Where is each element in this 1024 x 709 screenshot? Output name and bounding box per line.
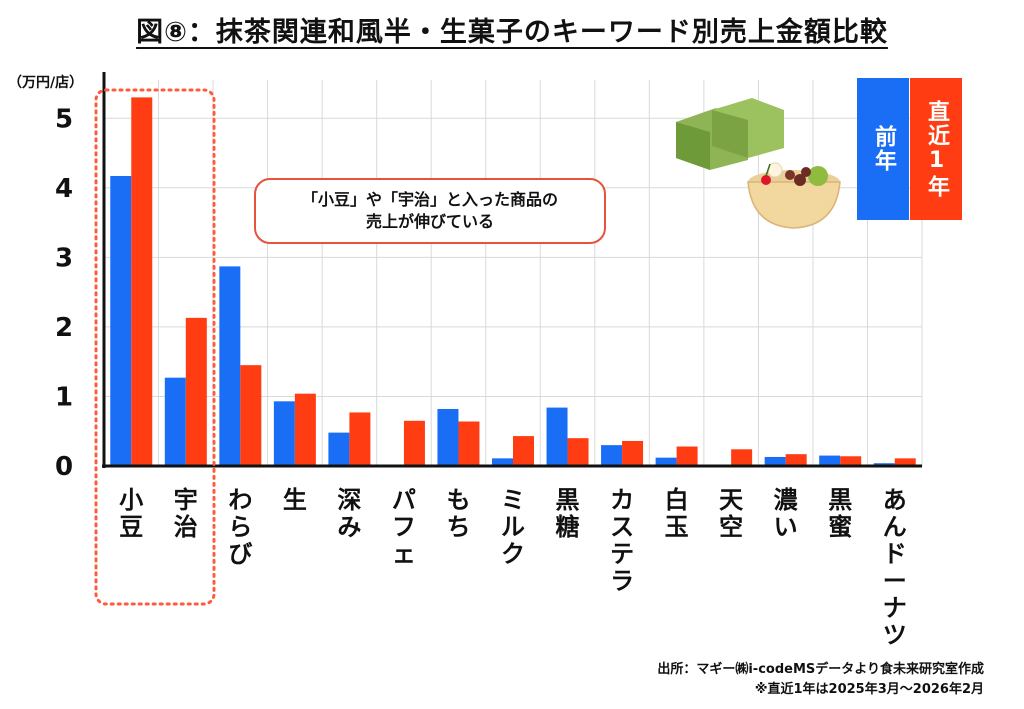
bar-prev-year — [655, 457, 677, 466]
legend-prev-year: 前年 — [857, 78, 909, 220]
red-bean — [794, 174, 806, 186]
chart-title: 図⑧：抹茶関連和風半・生菓子のキーワード別売上金額比較 — [136, 17, 888, 48]
y-axis-unit-label: （万円/店） — [8, 75, 84, 91]
highlight-box — [94, 88, 216, 606]
x-tick-label-char: わ — [228, 486, 252, 514]
x-tick-label-char: ミ — [501, 486, 525, 514]
bar-recent-year — [567, 438, 589, 466]
bar-recent-year — [676, 446, 698, 466]
y-tick-label: 5 — [55, 104, 73, 134]
x-tick-label-char: ル — [501, 513, 525, 541]
x-tick-label-char: ら — [228, 513, 252, 541]
bar-recent-year — [785, 454, 807, 466]
bar-recent-year — [294, 393, 316, 466]
x-tick-label-char: ん — [883, 513, 907, 541]
bar-prev-year — [273, 401, 295, 466]
x-tick-label-char: 黒 — [828, 486, 852, 514]
x-tick-label-char: 糖 — [556, 513, 580, 541]
bowl-body — [747, 181, 841, 229]
matcha-block-shape — [712, 110, 748, 158]
x-tick-label-char: 濃 — [774, 486, 799, 514]
x-tick-label-char: パ — [392, 486, 416, 514]
source-line-1: 出所：マギー㈱i-codeMSデータより食未来研究室作成 — [657, 662, 984, 677]
x-tick-label-char: 玉 — [665, 513, 689, 541]
x-tick-label-char: み — [337, 513, 361, 541]
bar-recent-year — [403, 420, 425, 466]
x-tick-label-char: 深 — [337, 486, 361, 514]
bar-recent-year — [240, 365, 262, 466]
callout-line-2: 売上が伸びている — [365, 212, 494, 231]
bar-prev-year — [601, 445, 623, 466]
source-line-2: ※直近1年は2025年3月～2026年2月 — [754, 682, 984, 697]
bar-recent-year — [349, 412, 371, 466]
x-tick-label-char: あ — [883, 486, 907, 514]
bar-prev-year — [110, 175, 132, 466]
x-tick-label-char: フ — [392, 513, 416, 541]
x-tick-label-char: い — [774, 513, 798, 541]
source-note: 出所：マギー㈱i-codeMSデータより食未来研究室作成 ※直近1年は2025年… — [657, 660, 984, 700]
x-tick-label-char: 黒 — [556, 486, 580, 514]
bar-prev-year — [164, 377, 186, 466]
y-tick-label: 1 — [55, 382, 73, 412]
y-tick-label: 2 — [55, 313, 73, 343]
y-tick-label: 0 — [55, 452, 73, 482]
cherry — [761, 175, 771, 185]
matcha-ball — [808, 166, 828, 186]
x-tick-label-char: も — [446, 486, 470, 514]
callout-line-1: 「小豆」や「宇治」と入った商品の — [301, 190, 558, 209]
bar-prev-year — [219, 266, 241, 466]
x-tick-label-char: ナ — [883, 594, 907, 622]
red-bean — [801, 167, 811, 177]
x-tick-label-char: ェ — [392, 540, 416, 568]
bar-prev-year — [546, 407, 568, 466]
annotation-callout: 「小豆」や「宇治」と入った商品の 売上が伸びている — [254, 178, 606, 244]
x-tick-label-char: 生 — [283, 486, 307, 514]
x-tick-label-char: 蜜 — [828, 513, 852, 541]
bar-prev-year — [492, 458, 513, 466]
bar-recent-year — [731, 449, 753, 466]
bar-recent-year — [458, 421, 480, 466]
x-tick-label-char: ツ — [883, 621, 907, 649]
x-tick-label-char: ラ — [610, 567, 634, 595]
bar-recent-year — [894, 458, 916, 466]
x-tick-label-char: 宇 — [174, 486, 198, 514]
x-tick-label-char: ち — [446, 513, 470, 541]
x-tick-label-char: ー — [883, 567, 907, 595]
x-tick-label-char: ス — [610, 513, 634, 541]
matcha-block-shape — [676, 122, 710, 170]
bar-prev-year — [437, 408, 459, 466]
y-tick-label: 3 — [55, 243, 73, 273]
bar-recent-year — [185, 317, 207, 466]
matcha-sweets-illustration — [676, 98, 841, 229]
x-tick-label-char: テ — [610, 540, 634, 568]
bar-prev-year — [764, 456, 786, 466]
bar-prev-year — [819, 455, 841, 466]
x-tick-label-char: び — [228, 540, 252, 568]
bar-recent-year — [513, 436, 534, 466]
x-tick-label-char: 空 — [719, 513, 743, 541]
x-tick-label-char: ド — [883, 540, 907, 568]
y-tick-label: 4 — [55, 174, 73, 204]
legend-recent-year: 直近1年 — [910, 78, 962, 220]
cherry-stem — [765, 163, 771, 177]
bar-prev-year — [328, 432, 350, 466]
bar-recent-year — [840, 456, 862, 466]
x-tick-label-char: 天 — [719, 486, 743, 514]
x-tick-label-char: 豆 — [119, 513, 143, 541]
x-tick-label-char: 白 — [665, 486, 689, 514]
x-tick-label-char: 治 — [174, 513, 198, 541]
bar-recent-year — [622, 440, 644, 466]
bar-recent-year — [131, 97, 153, 466]
red-bean — [785, 170, 795, 180]
x-tick-label-char: 小 — [119, 486, 143, 514]
x-tick-label-char: ク — [501, 540, 525, 568]
x-tick-label-char: カ — [610, 486, 634, 514]
